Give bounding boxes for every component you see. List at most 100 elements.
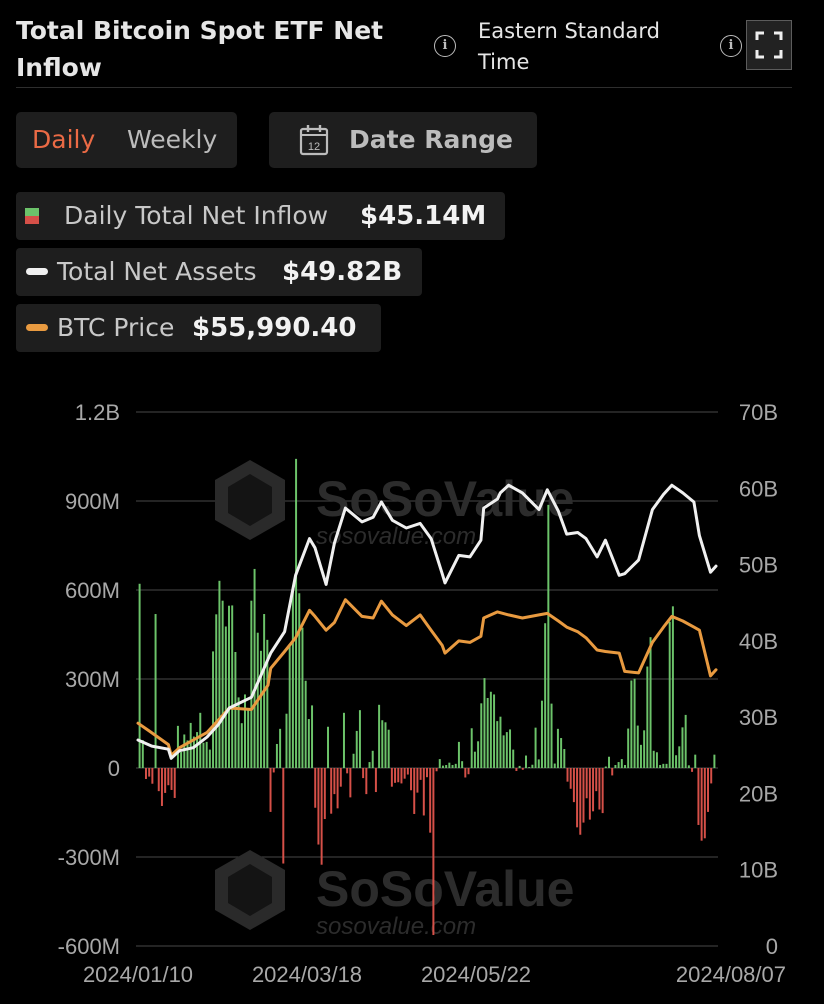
fullscreen-button[interactable] xyxy=(746,20,792,70)
inflow-bar xyxy=(598,768,601,810)
legend-value: $55,990.40 xyxy=(192,313,357,343)
inflow-bar xyxy=(144,768,147,779)
inflow-bar xyxy=(461,761,464,768)
inflow-bar xyxy=(662,763,665,768)
inflow-bar xyxy=(579,768,582,835)
legend-label: BTC Price xyxy=(57,313,175,342)
watermark-logo-bottom xyxy=(215,850,285,930)
inflow-bar xyxy=(333,768,336,795)
inflow-bar xyxy=(544,623,547,768)
watermark-brand-top: SoSoValue xyxy=(316,471,574,527)
inflow-bar xyxy=(512,749,515,768)
inflow-bar xyxy=(553,763,556,768)
inflow-bar xyxy=(157,768,160,792)
inflow-bar xyxy=(531,764,534,768)
inflow-bar xyxy=(518,765,521,768)
inflow-bar xyxy=(186,740,189,768)
inflow-bar xyxy=(601,768,604,814)
inflow-bar xyxy=(700,768,703,841)
inflow-bar xyxy=(205,741,208,768)
inflow-bar xyxy=(614,765,617,768)
inflow-bar xyxy=(196,732,199,768)
timezone-info-icon[interactable]: i xyxy=(720,35,742,57)
inflow-bar xyxy=(221,600,224,768)
inflow-bars xyxy=(138,458,716,936)
y-right-tick-label: 20B xyxy=(739,781,778,806)
inflow-bar xyxy=(694,754,697,768)
legend-net-inflow[interactable]: Daily Total Net Inflow $45.14M xyxy=(16,192,505,240)
inflow-bar xyxy=(323,768,326,820)
inflow-bar xyxy=(342,712,345,768)
inflow-bar xyxy=(295,458,298,768)
inflow-bar xyxy=(390,768,393,787)
line-swatch-icon xyxy=(26,324,48,331)
inflow-bar xyxy=(189,722,192,768)
legend-btc-price[interactable]: BTC Price $55,990.40 xyxy=(16,304,381,352)
inflow-chart[interactable]: SoSoValue sosovalue.com SoSoValue sosova… xyxy=(0,380,824,1004)
inflow-bar xyxy=(349,768,352,798)
inflow-bar xyxy=(170,768,173,790)
inflow-bar xyxy=(608,756,611,768)
inflow-bar xyxy=(138,583,141,768)
inflow-bar xyxy=(457,741,460,768)
inflow-bar xyxy=(691,768,694,772)
inflow-bar xyxy=(540,700,543,768)
inflow-bar xyxy=(639,744,642,768)
inflow-bar xyxy=(509,729,512,768)
inflow-bar xyxy=(314,768,317,808)
inflow-bar xyxy=(675,755,678,768)
x-tick-label: 2024/01/10 xyxy=(83,962,193,987)
inflow-bar xyxy=(368,762,371,768)
inflow-bar xyxy=(419,768,422,780)
inflow-bar xyxy=(643,730,646,768)
watermark-url-bottom: sosovalue.com xyxy=(316,913,476,940)
inflow-bar xyxy=(327,726,329,768)
inflow-bar xyxy=(301,627,304,768)
inflow-bar xyxy=(624,765,626,768)
inflow-bar xyxy=(317,768,320,845)
inflow-bar xyxy=(387,729,390,768)
legend-label: Total Net Assets xyxy=(57,257,257,286)
tab-daily[interactable]: Daily xyxy=(32,125,96,154)
inflow-bar xyxy=(563,749,566,768)
inflow-bar xyxy=(355,730,358,768)
inflow-bar xyxy=(515,768,518,771)
inflow-bar xyxy=(659,765,662,768)
inflow-bar xyxy=(365,768,368,795)
inflow-bar xyxy=(167,768,170,786)
calendar-icon: 12 xyxy=(299,125,329,156)
inflow-bar xyxy=(687,765,690,768)
y-left-tick-label: 0 xyxy=(108,756,120,781)
calendar-day: 12 xyxy=(308,141,320,153)
info-icon[interactable]: i xyxy=(434,35,456,57)
inflow-bar xyxy=(374,768,377,793)
inflow-bar xyxy=(362,768,365,779)
y-right-tick-label: 60B xyxy=(739,476,778,501)
inflow-bar xyxy=(416,768,419,793)
date-range-button[interactable]: 12 Date Range xyxy=(269,112,537,168)
inflow-bar xyxy=(215,614,218,768)
inflow-bar xyxy=(298,593,301,768)
y-right-tick-label: 50B xyxy=(739,553,778,578)
inflow-bar xyxy=(534,727,537,768)
inflow-bar xyxy=(285,713,288,768)
legend-total-assets[interactable]: Total Net Assets $49.82B xyxy=(16,248,422,296)
inflow-bar xyxy=(445,765,448,768)
inflow-bar xyxy=(681,727,684,768)
inflow-bar xyxy=(307,719,310,768)
inflow-bar xyxy=(473,751,476,768)
tab-weekly[interactable]: Weekly xyxy=(127,125,218,154)
inflow-bar xyxy=(218,580,221,768)
inflow-bar xyxy=(266,639,269,768)
inflow-bar xyxy=(336,768,339,809)
inflow-bar xyxy=(611,768,614,776)
inflow-bar xyxy=(489,691,492,768)
y-left-tick-label: 300M xyxy=(65,667,120,692)
inflow-bar xyxy=(470,728,473,768)
watermark: SoSoValue sosovalue.com SoSoValue sosova… xyxy=(215,460,574,940)
inflow-bar xyxy=(330,768,333,814)
series-lines xyxy=(136,483,718,760)
y-right-tick-label: 70B xyxy=(739,400,778,425)
inflow-bar xyxy=(228,605,230,768)
inflow-bar xyxy=(649,637,652,768)
